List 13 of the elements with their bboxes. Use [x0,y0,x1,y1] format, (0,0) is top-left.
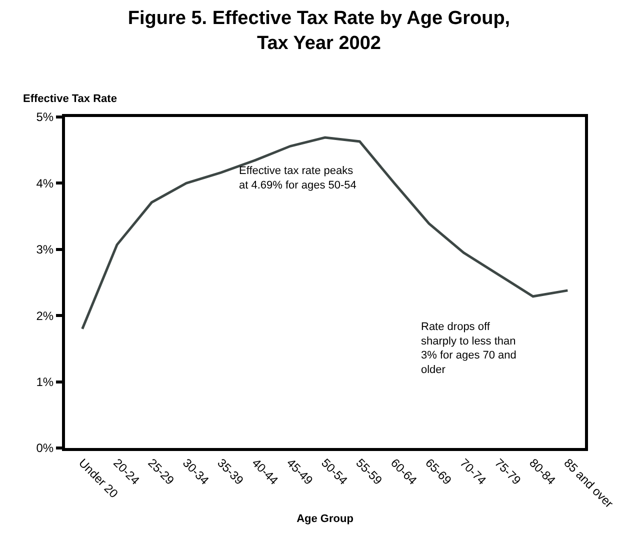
x-axis-title: Age Group [296,512,354,525]
chart-title: Figure 5. Effective Tax Rate by Age Group, Tax Year 2002 [128,8,510,54]
annotation: Effective tax rate peaks at 4.69% for ages 50-54 [239,165,356,192]
y-tick-label: 3% [36,242,54,257]
y-tick-label: 2% [36,308,54,323]
y-tick-label: 4% [36,176,54,190]
y-tick-label: 5% [36,110,54,124]
y-tick-label: 0% [36,441,54,456]
line-series [81,136,569,330]
y-axis-title: Effective Tax Rate [23,93,117,105]
y-tick-label: 1% [36,375,54,389]
annotation: Rate drops off sharply to less than 3% for ages 70 and older [421,321,516,376]
x-tick-label: 85 and over [561,456,616,511]
